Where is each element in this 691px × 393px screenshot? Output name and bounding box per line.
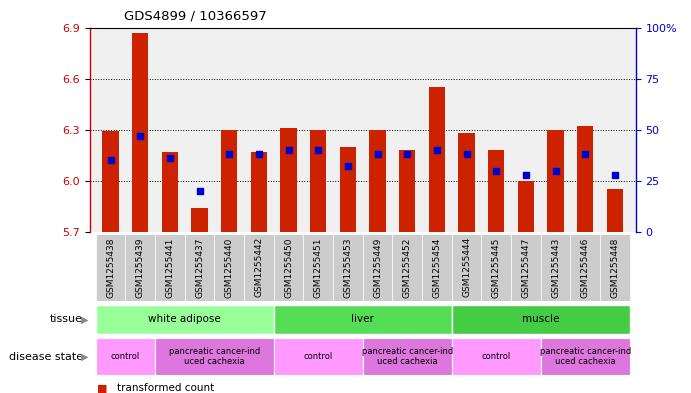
Text: control: control <box>303 352 333 361</box>
Text: GSM1255439: GSM1255439 <box>135 237 145 298</box>
Bar <box>518 181 534 232</box>
Text: GSM1255452: GSM1255452 <box>403 237 412 298</box>
Point <box>609 171 621 178</box>
Bar <box>303 234 333 301</box>
Bar <box>458 133 475 232</box>
Bar <box>363 338 452 375</box>
Point <box>105 157 116 163</box>
Text: pancreatic cancer-ind
uced cachexia: pancreatic cancer-ind uced cachexia <box>540 347 631 366</box>
Bar <box>184 234 214 301</box>
Bar <box>102 131 119 232</box>
Point <box>343 163 354 170</box>
Bar <box>96 234 126 301</box>
Bar <box>452 338 541 375</box>
Text: GSM1255437: GSM1255437 <box>195 237 204 298</box>
Text: tissue: tissue <box>50 314 83 324</box>
Bar <box>132 33 149 232</box>
Text: control: control <box>482 352 511 361</box>
Bar <box>511 234 541 301</box>
Bar <box>600 234 630 301</box>
Text: GSM1255445: GSM1255445 <box>492 237 501 298</box>
Bar <box>370 130 386 232</box>
Bar <box>577 126 594 232</box>
Bar <box>162 152 178 232</box>
Text: GSM1255444: GSM1255444 <box>462 237 471 298</box>
Bar <box>607 189 623 232</box>
Bar <box>429 87 445 232</box>
Bar <box>482 234 511 301</box>
Text: ▶: ▶ <box>81 352 88 362</box>
Text: GSM1255451: GSM1255451 <box>314 237 323 298</box>
Text: GSM1255450: GSM1255450 <box>284 237 293 298</box>
Point <box>164 155 176 162</box>
Bar <box>191 208 208 232</box>
Bar <box>392 234 422 301</box>
Bar <box>571 234 600 301</box>
Bar <box>96 338 155 375</box>
Point <box>254 151 265 157</box>
Text: GSM1255441: GSM1255441 <box>165 237 174 298</box>
Point <box>580 151 591 157</box>
Text: GSM1255442: GSM1255442 <box>254 237 263 298</box>
Text: GSM1255443: GSM1255443 <box>551 237 560 298</box>
Text: GSM1255454: GSM1255454 <box>433 237 442 298</box>
Bar <box>155 338 274 375</box>
Bar <box>221 130 238 232</box>
Bar <box>363 234 392 301</box>
Text: liver: liver <box>351 314 375 324</box>
Text: pancreatic cancer-ind
uced cachexia: pancreatic cancer-ind uced cachexia <box>169 347 260 366</box>
Bar <box>541 338 630 375</box>
Text: ▶: ▶ <box>81 314 88 324</box>
Text: GSM1255448: GSM1255448 <box>610 237 619 298</box>
Point <box>224 151 235 157</box>
Bar <box>274 338 363 375</box>
Bar <box>340 147 356 232</box>
Point <box>135 133 146 139</box>
Bar <box>547 130 564 232</box>
Bar <box>333 234 363 301</box>
Text: GSM1255440: GSM1255440 <box>225 237 234 298</box>
Bar <box>452 234 482 301</box>
Text: GSM1255438: GSM1255438 <box>106 237 115 298</box>
Text: transformed count: transformed count <box>117 383 215 393</box>
Point <box>283 147 294 153</box>
Bar <box>251 152 267 232</box>
Bar <box>422 234 452 301</box>
Text: muscle: muscle <box>522 314 560 324</box>
Text: GSM1255446: GSM1255446 <box>580 237 590 298</box>
Bar <box>274 234 303 301</box>
Bar <box>452 305 630 334</box>
Point <box>550 167 561 174</box>
Point <box>194 188 205 194</box>
Bar <box>541 234 571 301</box>
Point <box>313 147 324 153</box>
Bar <box>399 150 415 232</box>
Bar <box>310 130 326 232</box>
Text: GSM1255453: GSM1255453 <box>343 237 352 298</box>
Bar <box>274 305 452 334</box>
Bar <box>126 234 155 301</box>
Point <box>491 167 502 174</box>
Point <box>520 171 531 178</box>
Point <box>372 151 383 157</box>
Bar <box>281 128 296 232</box>
Text: GSM1255447: GSM1255447 <box>522 237 531 298</box>
Text: GSM1255449: GSM1255449 <box>373 237 382 298</box>
Text: pancreatic cancer-ind
uced cachexia: pancreatic cancer-ind uced cachexia <box>361 347 453 366</box>
Bar <box>214 234 244 301</box>
Text: GDS4899 / 10366597: GDS4899 / 10366597 <box>124 10 267 23</box>
Text: white adipose: white adipose <box>149 314 221 324</box>
Bar <box>96 305 274 334</box>
Point <box>431 147 442 153</box>
Text: ■: ■ <box>97 383 107 393</box>
Point <box>401 151 413 157</box>
Bar <box>488 150 504 232</box>
Text: control: control <box>111 352 140 361</box>
Text: disease state: disease state <box>9 352 83 362</box>
Point <box>461 151 472 157</box>
Bar <box>155 234 184 301</box>
Bar <box>244 234 274 301</box>
